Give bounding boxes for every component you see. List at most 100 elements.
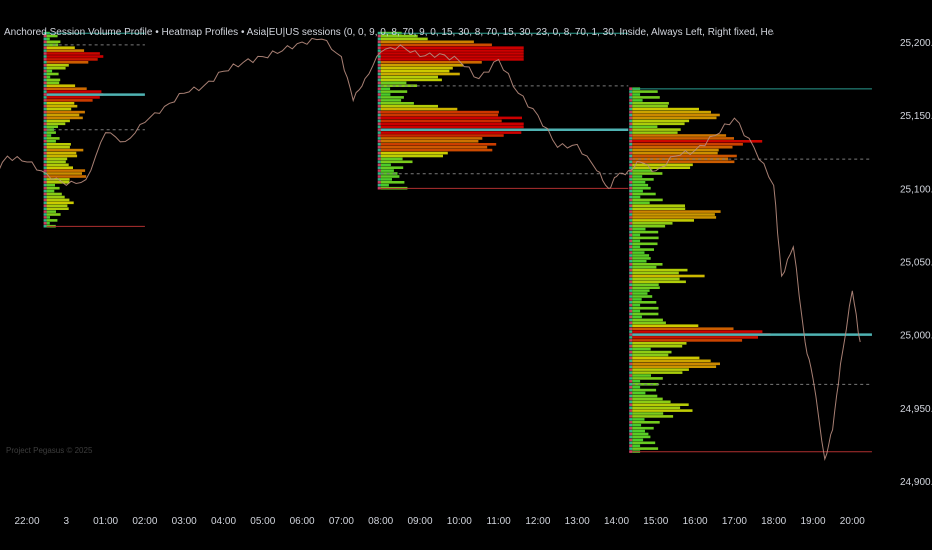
profile-edge-tick: [629, 254, 633, 257]
profile-bar: [632, 418, 645, 421]
profile-edge-tick: [43, 224, 47, 228]
x-tick-label: 19:00: [800, 516, 825, 527]
profile-bar: [46, 131, 56, 134]
profile-edge-tick: [629, 160, 633, 164]
profile-bar: [46, 154, 78, 158]
profile-bar: [632, 210, 721, 213]
profile-bar: [46, 78, 61, 82]
profile-bar: [46, 201, 74, 205]
x-tick-label: 11:00: [486, 516, 511, 527]
profile-bar: [46, 145, 70, 149]
profile-bar: [632, 342, 687, 345]
profile-bar: [632, 148, 719, 152]
profile-edge-tick: [629, 400, 633, 404]
profile-edge-tick: [629, 204, 633, 207]
profile-bar: [380, 107, 458, 111]
profile-edge-tick: [629, 306, 633, 310]
profile-edge-tick: [43, 186, 47, 190]
profile-edge-tick: [377, 128, 381, 131]
profile-bar: [632, 131, 678, 134]
profile-edge-tick: [377, 31, 381, 35]
profile-bar: [380, 148, 493, 152]
profile-bar: [632, 186, 651, 190]
profile-bar: [46, 55, 104, 58]
profile-bar: [46, 58, 98, 61]
profile-edge-tick: [629, 280, 633, 284]
profile-edge-tick: [43, 31, 47, 35]
profile-edge-tick: [629, 318, 633, 322]
profile-bar: [380, 61, 482, 64]
profile-bar: [46, 183, 55, 187]
profile-bar: [632, 254, 650, 257]
profile-bar: [380, 99, 402, 102]
profile-bar: [632, 415, 674, 418]
profile-bar: [632, 309, 641, 313]
profile-edge-tick: [629, 245, 633, 248]
profile-edge-tick: [43, 99, 47, 102]
profile-bar: [46, 34, 58, 38]
profile-edge-tick: [629, 219, 633, 222]
profile-edge-tick: [629, 239, 633, 243]
profile-bar: [632, 160, 735, 164]
profile-bar: [46, 125, 58, 128]
profile-bar: [46, 113, 80, 117]
profile-bar: [632, 336, 758, 339]
profile-edge-tick: [629, 403, 633, 406]
profile-bar: [380, 46, 524, 49]
profile-bar: [46, 102, 75, 105]
profile-bar: [632, 110, 711, 114]
profile-bar: [632, 216, 717, 219]
profile-bar: [632, 242, 658, 246]
profile-edge-tick: [43, 178, 47, 181]
x-tick-label: 16:00: [683, 516, 708, 527]
profile-bar: [632, 283, 659, 286]
profile-edge-tick: [43, 61, 47, 64]
profile-edge-tick: [629, 125, 633, 128]
profile-edge-tick: [377, 175, 381, 178]
profile-edge-tick: [377, 122, 381, 126]
profile-edge-tick: [43, 125, 47, 128]
profile-bar: [46, 64, 69, 67]
profile-edge-tick: [629, 274, 633, 278]
profile-edge-tick: [629, 90, 633, 93]
profile-bar: [632, 99, 643, 102]
profile-edge-tick: [377, 151, 381, 155]
profile-edge-tick: [43, 72, 47, 76]
profile-bar: [46, 40, 61, 44]
profile-bar: [632, 166, 691, 169]
profile-edge-tick: [43, 102, 47, 105]
volume-profile-us: [629, 87, 771, 453]
profile-edge-tick: [43, 84, 47, 87]
y-tick-label: 25,100.00: [900, 184, 932, 195]
profile-edge-tick: [377, 64, 381, 67]
profile-edge-tick: [629, 380, 633, 383]
profile-edge-tick: [629, 303, 633, 307]
profile-bar: [632, 362, 720, 366]
profile-bar: [380, 64, 464, 67]
profile-edge-tick: [629, 283, 633, 286]
profile-bar: [380, 116, 522, 120]
y-tick-label: 24,900.00: [900, 477, 932, 488]
profile-bar: [632, 400, 671, 404]
profile-bar: [46, 61, 89, 64]
profile-edge-tick: [629, 336, 633, 339]
profile-edge-tick: [377, 148, 381, 152]
profile-bar: [632, 303, 641, 307]
profile-bar: [380, 78, 442, 82]
profile-bar: [632, 324, 699, 327]
profile-edge-tick: [377, 154, 381, 158]
profile-edge-tick: [377, 78, 381, 82]
x-tick-label: 13:00: [565, 516, 590, 527]
profile-bar: [632, 423, 642, 427]
profile-edge-tick: [377, 116, 381, 120]
profile-edge-tick: [43, 96, 47, 99]
profile-edge-tick: [377, 40, 381, 44]
x-tick-label: 10:00: [447, 516, 472, 527]
profile-edge-tick: [43, 166, 47, 169]
profile-edge-tick: [43, 75, 47, 79]
profile-bar: [632, 421, 660, 424]
profile-bar: [46, 128, 54, 131]
profile-bar: [46, 143, 71, 146]
